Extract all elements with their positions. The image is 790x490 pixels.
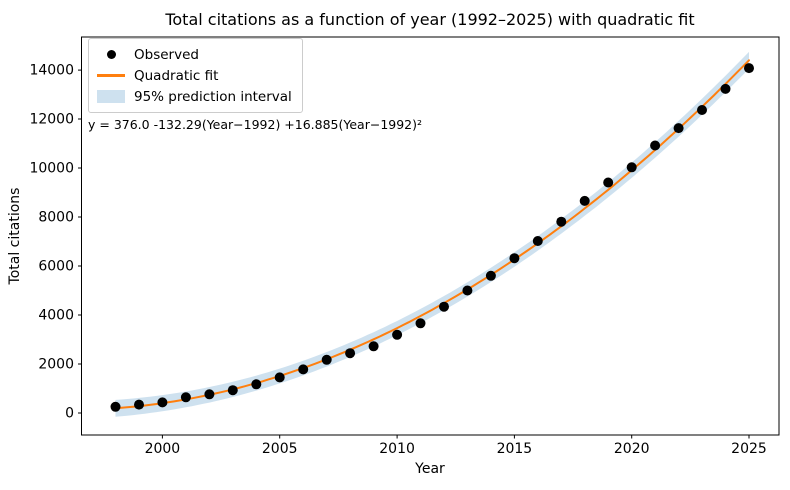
y-tick-label: 8000 bbox=[38, 210, 74, 226]
x-tick-label: 2025 bbox=[731, 441, 767, 457]
observed-point bbox=[227, 385, 238, 396]
observed-point bbox=[556, 216, 567, 227]
observed-point bbox=[180, 392, 191, 403]
legend-item-observed: Observed bbox=[96, 44, 292, 65]
observed-point bbox=[274, 372, 285, 383]
x-tick-label: 2015 bbox=[497, 441, 533, 457]
x-axis-label: Year bbox=[415, 461, 445, 477]
y-tick-label: 2000 bbox=[38, 357, 74, 373]
y-axis-label: Total citations bbox=[7, 187, 23, 285]
observed-point bbox=[626, 162, 637, 173]
x-tick-label: 2010 bbox=[379, 441, 415, 457]
observed-point bbox=[720, 83, 731, 94]
observed-point bbox=[462, 285, 473, 296]
observed-point bbox=[321, 354, 332, 365]
observed-point bbox=[744, 63, 754, 74]
x-tick-label: 2020 bbox=[614, 441, 650, 457]
prediction-band-icon bbox=[96, 90, 126, 103]
observed-point bbox=[509, 253, 520, 264]
observed-point bbox=[603, 177, 614, 188]
observed-point bbox=[157, 397, 168, 408]
y-tick-label: 10000 bbox=[29, 161, 74, 177]
x-tick-label: 2000 bbox=[145, 441, 181, 457]
y-tick-label: 4000 bbox=[38, 308, 74, 324]
legend: Observed Quadratic fit 95% prediction in… bbox=[88, 38, 303, 113]
observed-point bbox=[251, 379, 262, 390]
fit-line-icon bbox=[96, 74, 126, 77]
legend-label: 95% prediction interval bbox=[134, 88, 292, 105]
observed-marker-icon bbox=[96, 50, 126, 59]
observed-point bbox=[697, 105, 707, 115]
observed-point bbox=[673, 123, 684, 134]
fit-equation-annotation: y = 376.0 -132.29(Year−1992) +16.885(Yea… bbox=[88, 117, 423, 132]
y-tick-labels: 0 2000 4000 6000 8000 10000 12000 14000 bbox=[29, 63, 82, 422]
y-tick-label: 12000 bbox=[29, 112, 74, 128]
legend-item-quadratic-fit: Quadratic fit bbox=[96, 65, 292, 86]
observed-point bbox=[579, 195, 590, 206]
observed-point bbox=[110, 401, 121, 412]
observed-points bbox=[110, 63, 754, 412]
observed-point bbox=[368, 341, 379, 352]
observed-point bbox=[298, 364, 309, 375]
chart-title: Total citations as a function of year (1… bbox=[165, 10, 695, 29]
observed-point bbox=[650, 140, 661, 151]
x-tick-labels: 2000 2005 2010 2015 2020 2025 bbox=[145, 435, 767, 457]
fit-line bbox=[114, 59, 750, 410]
legend-item-prediction-interval: 95% prediction interval bbox=[96, 86, 292, 107]
observed-point bbox=[345, 348, 356, 359]
y-tick-label: 6000 bbox=[38, 259, 74, 275]
observed-point bbox=[204, 389, 215, 400]
observed-point bbox=[134, 399, 144, 410]
observed-point bbox=[392, 329, 403, 340]
observed-point bbox=[415, 318, 426, 329]
axes-frame bbox=[81, 36, 780, 436]
observed-point bbox=[532, 236, 543, 246]
observed-point bbox=[439, 301, 449, 312]
legend-label: Quadratic fit bbox=[134, 67, 219, 84]
x-tick-label: 2005 bbox=[262, 441, 298, 457]
observed-point bbox=[485, 270, 496, 281]
y-tick-label: 14000 bbox=[29, 63, 74, 79]
legend-label: Observed bbox=[134, 46, 199, 63]
y-tick-label: 0 bbox=[65, 406, 74, 422]
